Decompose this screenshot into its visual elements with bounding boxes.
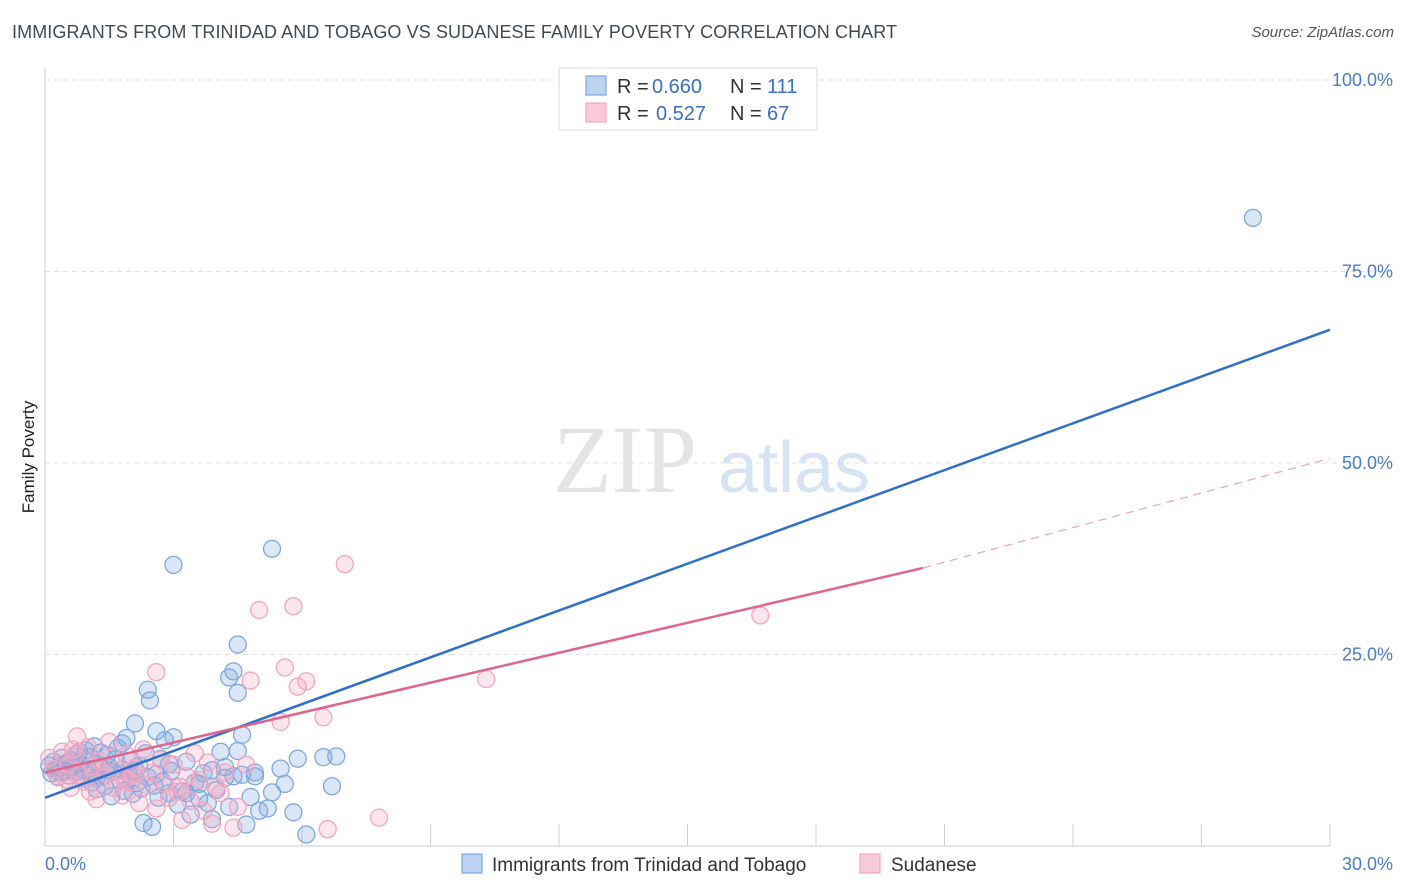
data-point	[241, 671, 260, 690]
data-point	[142, 817, 162, 836]
y-tick-label: 100.0%	[1332, 70, 1393, 90]
data-point	[237, 755, 256, 774]
data-point	[369, 808, 389, 827]
chart-source: Source: ZipAtlas.com	[1251, 24, 1394, 41]
bottom-legend: Immigrants from Trinidad and Tobago Suda…	[461, 853, 977, 876]
data-point	[125, 714, 145, 733]
bottom-legend-label-trinidad: Immigrants from Trinidad and Tobago	[492, 855, 806, 876]
data-point	[100, 732, 119, 751]
data-point	[297, 825, 316, 844]
legend-box: R = 0.660 N = 111 R = 0.527 N = 67	[558, 67, 818, 131]
data-point	[215, 763, 235, 782]
data-point	[314, 708, 333, 727]
data-point	[228, 683, 247, 702]
legend-r-label-trinidad: R =	[617, 76, 649, 98]
data-point	[164, 555, 183, 575]
grid-lines	[45, 79, 1393, 655]
data-point	[211, 783, 230, 803]
data-point	[228, 741, 247, 761]
data-point	[115, 769, 134, 788]
data-point	[194, 801, 213, 820]
data-point	[87, 790, 106, 809]
data-point	[142, 763, 162, 782]
data-point	[134, 813, 153, 833]
data-point	[318, 819, 337, 839]
data-point	[751, 606, 770, 625]
x-tick-marks	[44, 824, 1331, 846]
data-point	[322, 777, 342, 796]
data-point	[147, 662, 166, 682]
legend-r-value-sudanese: 0.527	[656, 103, 706, 125]
y-tick-labels: 100.0% 75.0% 50.0% 25.0%	[1332, 70, 1393, 665]
data-point	[228, 635, 247, 654]
data-point	[258, 799, 277, 818]
data-point	[147, 799, 166, 818]
data-point	[284, 597, 303, 616]
y-axis-label: Family Poverty	[19, 400, 38, 513]
data-point	[215, 757, 235, 777]
data-point	[78, 738, 97, 757]
data-point	[288, 749, 307, 768]
data-point	[130, 793, 149, 813]
data-point	[241, 787, 260, 807]
data-point	[275, 658, 295, 677]
data-point	[220, 668, 239, 687]
trend-line-1	[44, 566, 924, 774]
data-point	[185, 744, 205, 763]
data-point	[477, 669, 496, 689]
data-point	[335, 554, 354, 574]
data-point	[198, 753, 217, 772]
watermark-zip: ZIP	[553, 406, 697, 513]
data-point	[262, 783, 282, 802]
data-point	[202, 814, 222, 833]
bottom-legend-swatch-trinidad	[461, 853, 483, 874]
legend-n-label-sudanese: N =	[730, 103, 762, 125]
data-point	[63, 740, 82, 759]
data-point	[181, 791, 200, 810]
data-point	[138, 680, 157, 699]
data-point	[314, 747, 333, 767]
legend-n-value-sudanese: 67	[767, 103, 789, 125]
y-tick-label: 25.0%	[1342, 645, 1393, 665]
data-point	[271, 759, 290, 778]
data-point	[170, 777, 190, 797]
data-point	[228, 797, 247, 817]
data-point	[284, 803, 303, 822]
chart-title: IMMIGRANTS FROM TRINIDAD AND TOBAGO VS S…	[12, 22, 898, 42]
watermark-atlas: atlas	[718, 428, 870, 508]
data-point	[89, 759, 108, 778]
data-point	[262, 539, 282, 558]
legend-swatch-sudanese	[585, 102, 607, 123]
trend-line-0	[44, 328, 1331, 799]
data-point	[224, 818, 243, 837]
data-point	[327, 747, 346, 766]
data-point	[172, 810, 192, 830]
trend-line-extension-1	[922, 457, 1331, 569]
x-tick-label-min: 0.0%	[45, 854, 86, 874]
bottom-legend-label-sudanese: Sudanese	[891, 855, 977, 876]
data-point	[297, 672, 316, 691]
data-point	[164, 755, 183, 774]
x-tick-label-max: 30.0%	[1342, 854, 1393, 874]
data-point	[190, 770, 209, 790]
trend-lines	[44, 328, 1331, 799]
data-point	[250, 600, 269, 620]
legend-r-value-trinidad: 0.660	[652, 76, 702, 98]
legend-swatch-trinidad	[585, 75, 607, 96]
legend-n-label-trinidad: N =	[730, 76, 762, 98]
y-tick-label: 75.0%	[1342, 262, 1393, 282]
watermark: ZIP atlas	[553, 406, 870, 513]
legend-n-value-trinidad: 111	[767, 76, 797, 98]
data-point	[275, 774, 295, 794]
data-point	[1243, 208, 1263, 228]
legend-r-label-sudanese: R =	[617, 103, 649, 125]
bottom-legend-swatch-sudanese	[859, 853, 881, 874]
y-tick-label: 50.0%	[1342, 453, 1393, 473]
